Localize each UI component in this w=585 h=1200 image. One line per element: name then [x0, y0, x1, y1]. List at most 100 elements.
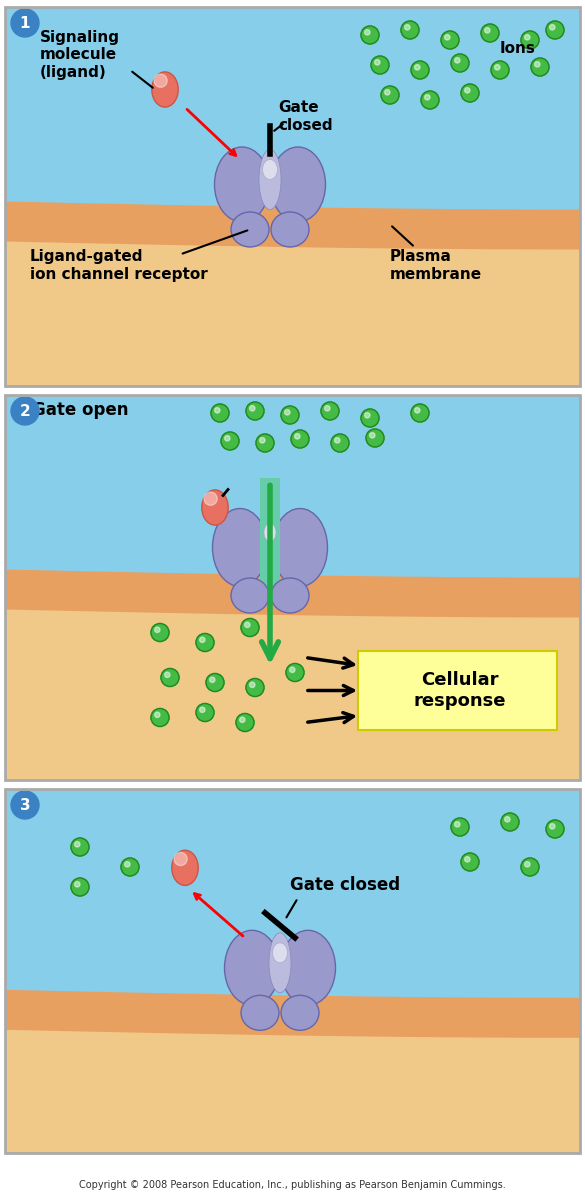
Circle shape	[295, 433, 300, 439]
Circle shape	[196, 703, 214, 721]
Circle shape	[206, 673, 224, 691]
Circle shape	[151, 708, 169, 726]
Circle shape	[461, 84, 479, 102]
Text: Ligand-gated
ion channel receptor: Ligand-gated ion channel receptor	[30, 250, 208, 282]
Circle shape	[405, 24, 410, 30]
Circle shape	[505, 816, 510, 822]
Circle shape	[370, 432, 375, 438]
Ellipse shape	[270, 146, 325, 222]
Circle shape	[281, 406, 299, 424]
FancyBboxPatch shape	[5, 7, 580, 220]
Circle shape	[71, 838, 89, 856]
Circle shape	[199, 707, 205, 713]
PathPatch shape	[5, 202, 580, 250]
Circle shape	[525, 862, 530, 866]
Circle shape	[250, 682, 255, 688]
Circle shape	[361, 26, 379, 44]
Text: Cellular
response: Cellular response	[414, 671, 506, 710]
Circle shape	[415, 408, 420, 413]
Circle shape	[549, 24, 555, 30]
Text: Copyright © 2008 Pearson Education, Inc., publishing as Pearson Benjamin Cumming: Copyright © 2008 Pearson Education, Inc.…	[78, 1180, 505, 1190]
Circle shape	[174, 852, 187, 865]
Circle shape	[384, 90, 390, 95]
Circle shape	[250, 406, 255, 410]
Text: 1: 1	[20, 16, 30, 30]
Circle shape	[381, 86, 399, 104]
Circle shape	[411, 404, 429, 422]
Circle shape	[421, 91, 439, 109]
Circle shape	[464, 857, 470, 862]
Ellipse shape	[215, 146, 270, 222]
Text: Plasma
membrane: Plasma membrane	[390, 250, 482, 282]
Circle shape	[451, 54, 469, 72]
Circle shape	[291, 430, 309, 448]
FancyBboxPatch shape	[5, 220, 580, 386]
Ellipse shape	[271, 212, 309, 247]
Circle shape	[240, 718, 245, 722]
Circle shape	[245, 622, 250, 628]
Ellipse shape	[259, 150, 281, 210]
Circle shape	[531, 58, 549, 76]
Circle shape	[374, 60, 380, 65]
Circle shape	[331, 434, 349, 452]
Circle shape	[75, 882, 80, 887]
Circle shape	[521, 858, 539, 876]
Circle shape	[521, 31, 539, 49]
Circle shape	[535, 61, 540, 67]
Circle shape	[286, 664, 304, 682]
Ellipse shape	[280, 930, 336, 1006]
Circle shape	[161, 668, 179, 686]
Circle shape	[455, 822, 460, 827]
Ellipse shape	[271, 578, 309, 613]
Circle shape	[401, 20, 419, 38]
Ellipse shape	[172, 850, 198, 886]
Circle shape	[121, 858, 139, 876]
Circle shape	[321, 402, 339, 420]
Ellipse shape	[273, 509, 328, 587]
Circle shape	[225, 436, 230, 440]
Circle shape	[549, 823, 555, 829]
Circle shape	[525, 35, 530, 40]
Circle shape	[256, 434, 274, 452]
Text: Gate closed: Gate closed	[290, 876, 400, 894]
Ellipse shape	[273, 943, 287, 962]
Ellipse shape	[241, 995, 279, 1031]
Circle shape	[246, 678, 264, 696]
Ellipse shape	[231, 578, 269, 613]
Ellipse shape	[264, 523, 276, 541]
Circle shape	[125, 862, 130, 866]
Ellipse shape	[202, 490, 228, 526]
FancyBboxPatch shape	[5, 588, 580, 780]
Text: Gate
closed: Gate closed	[278, 101, 333, 133]
FancyBboxPatch shape	[5, 395, 580, 588]
Circle shape	[415, 65, 420, 70]
Circle shape	[241, 618, 259, 636]
PathPatch shape	[5, 990, 580, 1038]
Text: Signaling
molecule
(ligand): Signaling molecule (ligand)	[40, 30, 120, 79]
Circle shape	[366, 428, 384, 446]
Circle shape	[455, 58, 460, 62]
FancyBboxPatch shape	[5, 1008, 580, 1153]
Circle shape	[154, 74, 167, 88]
Circle shape	[411, 61, 429, 79]
Circle shape	[284, 409, 290, 415]
Circle shape	[361, 409, 379, 427]
Circle shape	[154, 628, 160, 632]
Ellipse shape	[212, 509, 267, 587]
Circle shape	[246, 402, 264, 420]
Circle shape	[546, 20, 564, 38]
Circle shape	[364, 30, 370, 35]
Circle shape	[484, 28, 490, 32]
Circle shape	[491, 61, 509, 79]
Circle shape	[325, 406, 330, 410]
FancyBboxPatch shape	[260, 478, 280, 598]
Circle shape	[151, 624, 169, 642]
FancyBboxPatch shape	[358, 650, 557, 730]
PathPatch shape	[5, 570, 580, 618]
Ellipse shape	[225, 930, 280, 1006]
Circle shape	[211, 404, 229, 422]
Circle shape	[461, 853, 479, 871]
Text: 3: 3	[20, 798, 30, 812]
Text: Gate open: Gate open	[32, 401, 129, 419]
Circle shape	[209, 677, 215, 683]
